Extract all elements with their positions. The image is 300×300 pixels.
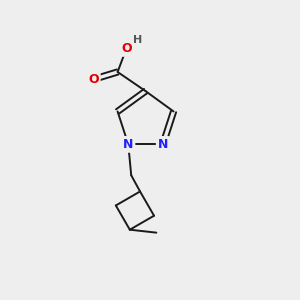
Text: H: H <box>133 35 142 45</box>
Text: O: O <box>88 73 99 86</box>
Text: N: N <box>123 138 134 151</box>
Text: N: N <box>158 138 168 151</box>
Text: O: O <box>121 42 132 55</box>
